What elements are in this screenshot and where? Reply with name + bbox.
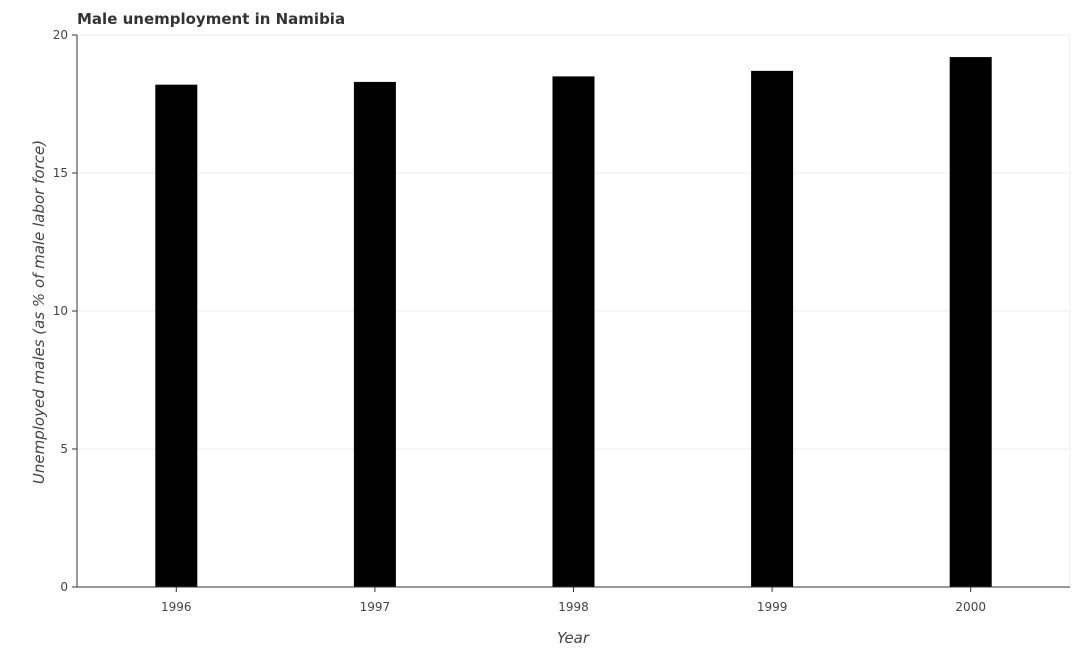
x-tick-label-1997: 1997 bbox=[360, 600, 391, 614]
bars bbox=[155, 57, 992, 588]
y-axis-label: Unemployed males (as % of male labor for… bbox=[30, 140, 48, 484]
tick-labels: 0 5 10 15 20 1996 1997 1998 1999 2000 bbox=[53, 28, 986, 614]
x-axis-label: Year bbox=[557, 629, 590, 647]
bar-2000 bbox=[949, 57, 992, 587]
y-tick-label-0: 0 bbox=[60, 580, 68, 594]
chart-title: Male unemployment in Namibia bbox=[77, 10, 345, 28]
x-tick-label-1999: 1999 bbox=[757, 600, 788, 614]
y-tick-label-2: 10 bbox=[53, 304, 68, 318]
bar-1996 bbox=[155, 84, 198, 588]
x-tick-label-2000: 2000 bbox=[955, 600, 986, 614]
bar-1998 bbox=[552, 76, 595, 588]
bar-1997 bbox=[353, 81, 396, 588]
x-tick-label-1998: 1998 bbox=[558, 600, 589, 614]
axes bbox=[72, 34, 1070, 592]
bar-1999 bbox=[751, 70, 794, 587]
x-tick-label-1996: 1996 bbox=[161, 600, 192, 614]
y-tick-label-4: 20 bbox=[53, 28, 68, 42]
y-tick-label-1: 5 bbox=[60, 442, 68, 456]
y-tick-label-3: 15 bbox=[53, 166, 68, 180]
